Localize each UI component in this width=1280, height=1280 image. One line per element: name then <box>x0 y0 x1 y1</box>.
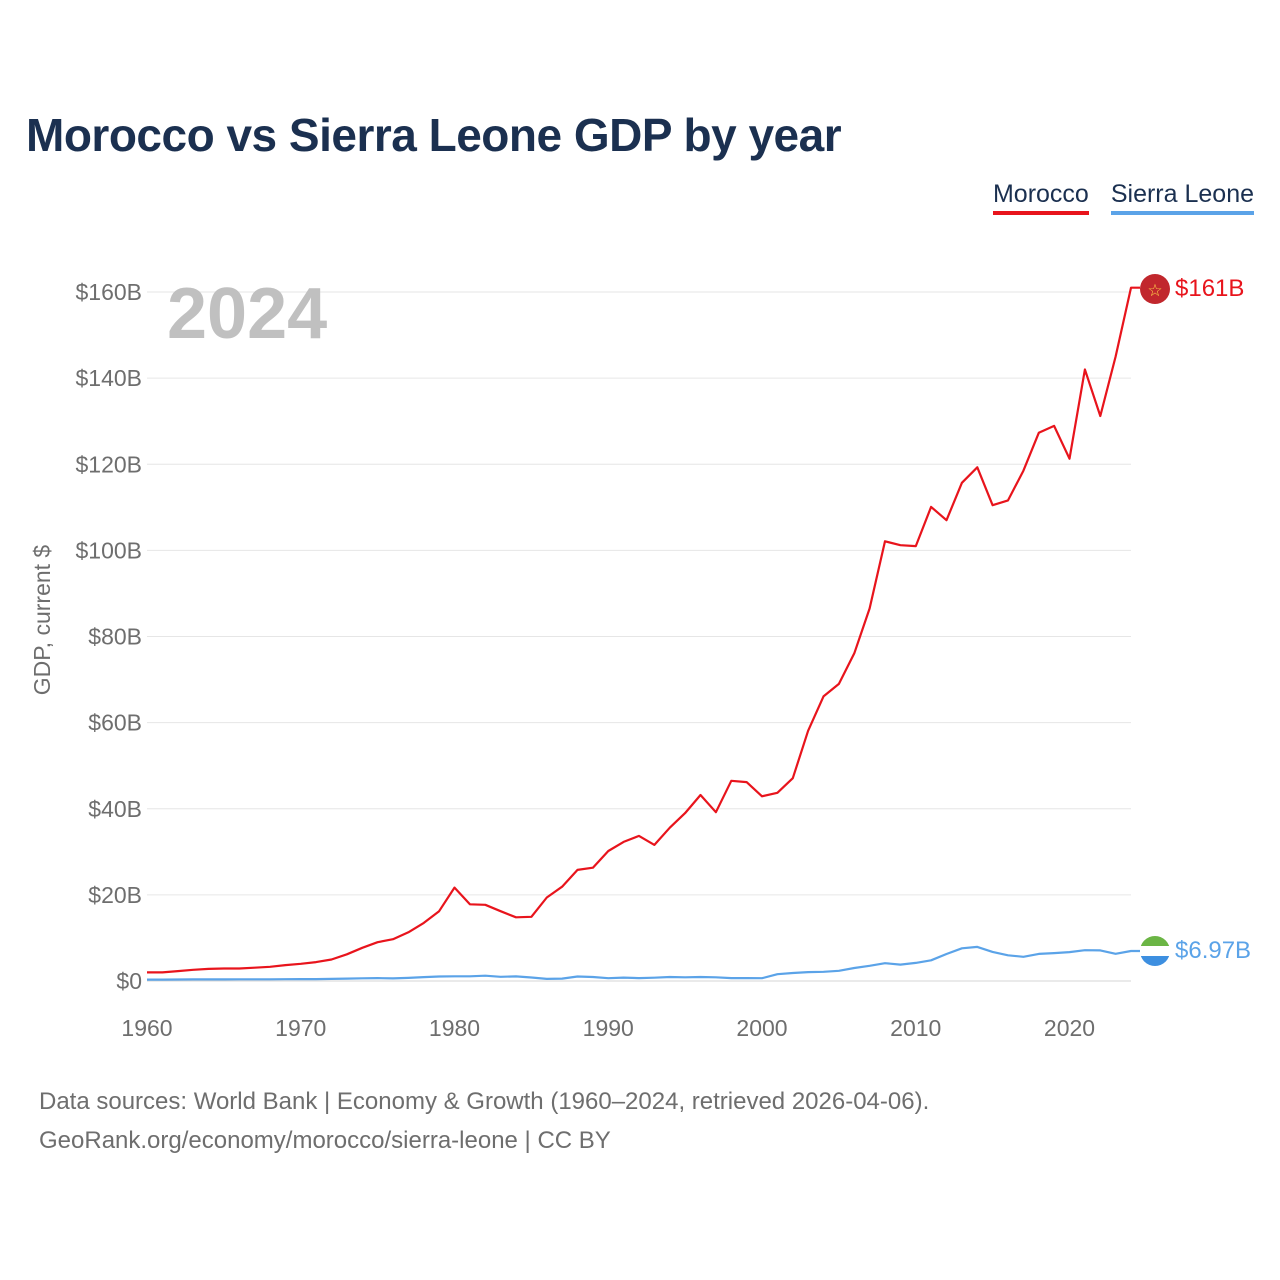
series-line-sierra-leone[interactable] <box>147 945 1140 981</box>
legend: Morocco Sierra Leone <box>992 180 1254 215</box>
y-tick-label: $60B <box>88 710 142 736</box>
y-tick-label: $120B <box>75 451 142 477</box>
y-tick-label: $160B <box>75 279 142 305</box>
y-tick-label: $100B <box>75 537 142 563</box>
end-label-sierra-leone: $6.97B <box>1175 937 1251 964</box>
y-tick-label: $0 <box>116 968 142 994</box>
y-axis-ticks: $0 $20B $40B $60B $80B $100B $120B $140B $160B <box>75 279 142 994</box>
morocco-flag-icon: ☆ <box>1140 274 1170 304</box>
data-source-note: Data sources: World Bank | Economy & Gro… <box>39 1088 930 1115</box>
x-axis-ticks: 1960 1970 1980 1990 2000 2010 2020 <box>121 1015 1095 1041</box>
end-label-morocco: $161B <box>1175 275 1244 302</box>
x-tick-label: 2020 <box>1044 1015 1095 1041</box>
svg-text:☆: ☆ <box>1147 281 1162 301</box>
x-tick-label: 2000 <box>736 1015 787 1041</box>
chart-title: Morocco vs Sierra Leone GDP by year <box>26 109 842 161</box>
grid-lines <box>147 291 1131 982</box>
gdp-line-chart: 2024 $0 $20B $40B $60B $80B $100B $120B $140B $1… <box>29 274 1251 1041</box>
x-tick-label: 1990 <box>583 1015 634 1041</box>
x-tick-label: 1960 <box>121 1015 172 1041</box>
series-line-morocco[interactable] <box>147 286 1140 974</box>
legend-item-sierra-leone[interactable]: Sierra Leone <box>1110 180 1254 215</box>
footer: Data sources: World Bank | Economy & Gro… <box>39 1082 929 1160</box>
y-tick-label: $20B <box>88 882 142 908</box>
x-tick-label: 1970 <box>275 1015 326 1041</box>
y-tick-label: $40B <box>88 796 142 822</box>
series-lines <box>147 286 1140 981</box>
y-axis-label: GDP, current $ <box>29 545 55 696</box>
legend-item-morocco[interactable]: Morocco <box>992 180 1089 215</box>
year-watermark: 2024 <box>167 274 327 354</box>
y-tick-label: $80B <box>88 624 142 650</box>
x-tick-label: 2010 <box>890 1015 941 1041</box>
attribution-link[interactable]: GeoRank.org/economy/morocco/sierra-leone… <box>39 1127 611 1154</box>
x-tick-label: 1980 <box>429 1015 480 1041</box>
sierra-leone-flag-icon <box>1140 936 1170 966</box>
y-tick-label: $140B <box>75 365 142 391</box>
